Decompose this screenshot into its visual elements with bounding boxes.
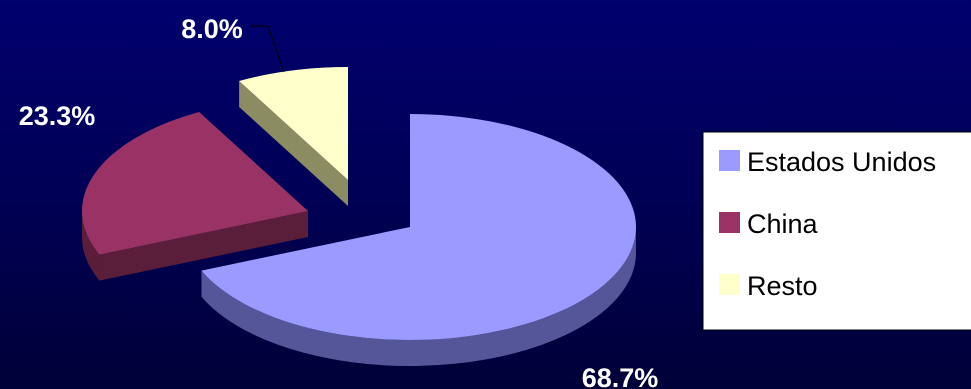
slice-side-china bbox=[82, 211, 100, 281]
legend-swatch-china bbox=[719, 212, 740, 233]
slice-wall-china bbox=[99, 211, 309, 281]
legend: Estados Unidos China Resto bbox=[702, 131, 971, 331]
pie-labels: 68.7% 23.3% 8.0% bbox=[19, 14, 659, 389]
legend-label-china: China bbox=[747, 209, 819, 239]
legend-swatch-estados-unidos bbox=[719, 150, 740, 171]
slice-top-estados-unidos bbox=[201, 114, 637, 340]
data-label-resto: 8.0% bbox=[181, 14, 243, 44]
slice-estados-unidos bbox=[201, 114, 637, 366]
slice-china bbox=[82, 111, 309, 281]
slice-wall-resto bbox=[239, 80, 348, 206]
slice-top-resto bbox=[239, 67, 348, 180]
leader-line-resto bbox=[250, 25, 285, 73]
data-label-china: 23.3% bbox=[19, 101, 96, 131]
slice-resto bbox=[239, 67, 348, 206]
pie-slices bbox=[82, 67, 637, 366]
legend-swatch-resto bbox=[719, 274, 740, 295]
legend-label-resto: Resto bbox=[747, 271, 818, 301]
legend-label-estados-unidos: Estados Unidos bbox=[747, 147, 936, 177]
slice-top-china bbox=[82, 111, 308, 255]
legend-box bbox=[702, 131, 971, 331]
data-label-estados-unidos: 68.7% bbox=[582, 363, 659, 389]
slice-side-estados-unidos bbox=[201, 227, 637, 366]
